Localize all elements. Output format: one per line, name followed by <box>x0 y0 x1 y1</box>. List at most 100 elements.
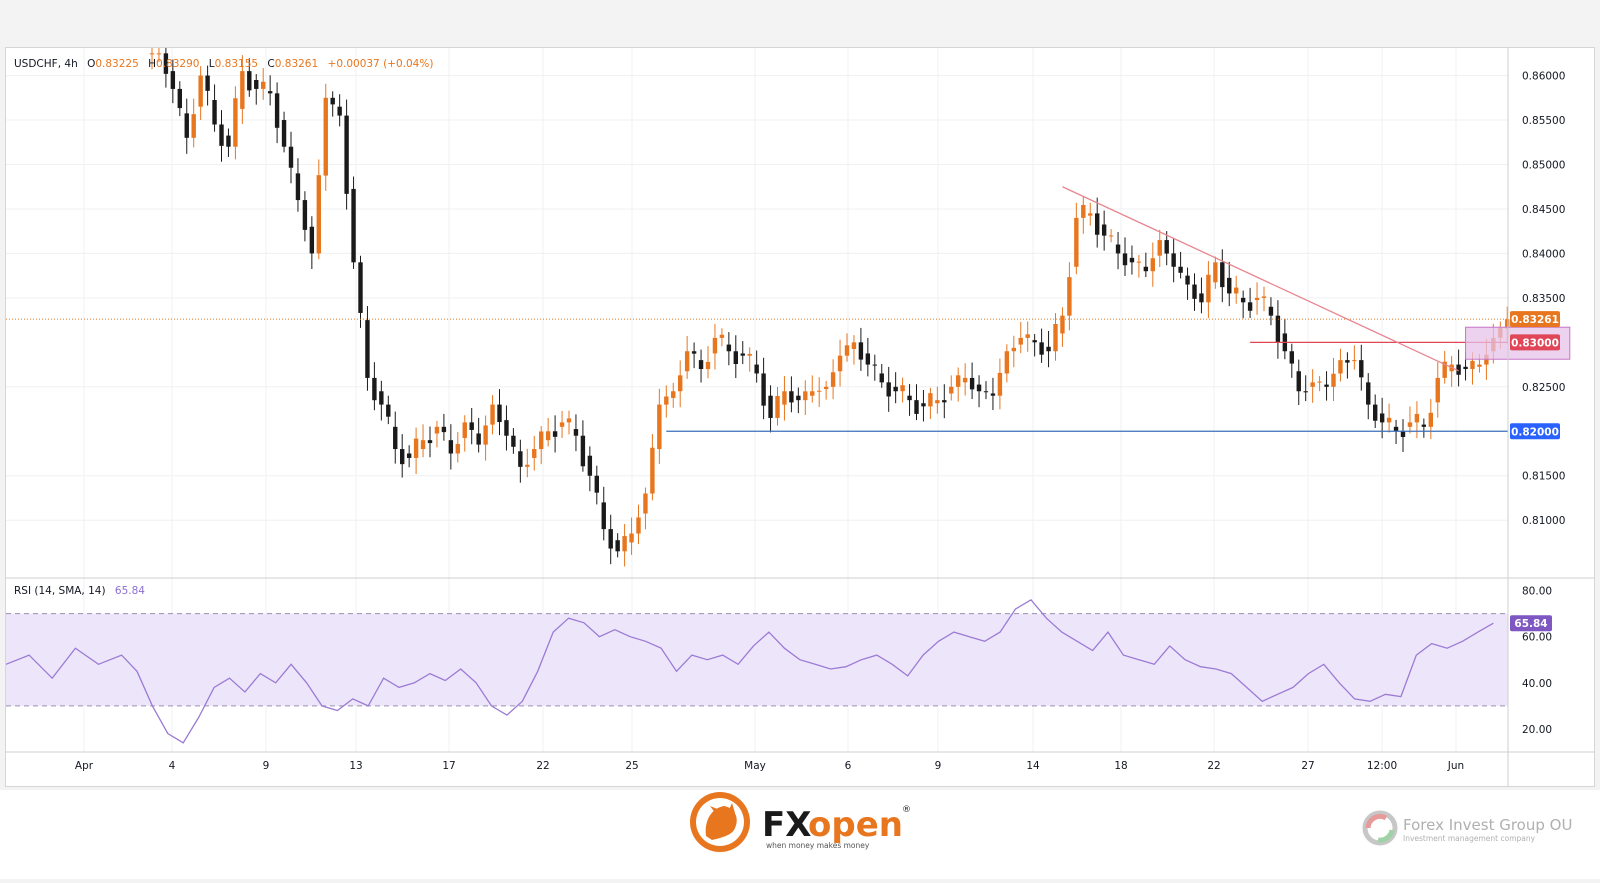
candle-body <box>1379 413 1385 423</box>
brand-tagline: when money makes money <box>766 841 870 850</box>
time-axis[interactable]: Apr 4 9 13 17 22 25 May 6 9 14 18 22 27 12:00 Jun <box>75 760 1464 772</box>
candle-body <box>163 53 169 74</box>
candle-body <box>698 360 704 370</box>
candle-body <box>226 135 231 147</box>
price-tick-label: 0.85000 <box>1522 159 1565 171</box>
candle-body <box>539 431 544 450</box>
candle-body <box>198 75 203 107</box>
price-marker-label: 0.83261 <box>1511 314 1559 326</box>
rsi-tick-label: 80.00 <box>1522 586 1552 598</box>
candle-body <box>879 373 884 383</box>
candle-body <box>406 453 412 458</box>
candle-body <box>1456 364 1461 375</box>
candle-body <box>775 395 780 418</box>
candle-body <box>1303 391 1308 393</box>
candle-body <box>921 403 926 407</box>
candle-body <box>615 540 620 552</box>
chart-canvas[interactable]: 0.86000 0.85500 0.85000 0.84500 0.84000 0.835… <box>5 37 1594 786</box>
candle-body <box>441 426 447 433</box>
price-tick-label: 0.85500 <box>1522 115 1565 127</box>
candle-body <box>274 93 280 128</box>
candle-body <box>1171 253 1176 267</box>
price-axis[interactable]: 0.86000 0.85500 0.85000 0.84500 0.84000 0.835… <box>1522 71 1565 528</box>
candle-body <box>976 384 982 392</box>
footer-graphics: FX open ® when money makes money Forex I… <box>690 792 1572 852</box>
price-tick-label: 0.82500 <box>1522 382 1565 394</box>
low-value: 0.83155 <box>215 58 258 70</box>
symbol-label: USDCHF <box>14 58 58 70</box>
candle-body <box>1331 373 1336 387</box>
candle-body <box>1317 381 1322 383</box>
candle-body <box>552 431 558 437</box>
candle-body <box>1227 277 1232 294</box>
candle-body <box>782 391 787 405</box>
candle-body <box>469 422 474 430</box>
candle-body <box>865 353 871 365</box>
rsi-legend[interactable]: RSI (14, SMA, 14) 65.84 <box>14 585 145 597</box>
time-tick-label: Jun <box>1447 760 1464 772</box>
candle-body <box>344 115 349 194</box>
high-value: 0.83290 <box>156 58 199 70</box>
candle-body <box>372 377 377 401</box>
time-tick-label: 4 <box>169 760 176 772</box>
candle-body <box>1136 261 1142 263</box>
candle-body <box>1289 351 1294 364</box>
close-value: 0.83261 <box>275 58 318 70</box>
rsi-tick-label: 20.00 <box>1522 724 1552 736</box>
candle-body <box>1199 293 1204 303</box>
candle-body <box>1505 319 1510 329</box>
trendline <box>1062 186 1459 372</box>
candle-body <box>1275 315 1281 343</box>
candle-body <box>184 113 189 138</box>
candle-body <box>212 100 217 125</box>
ohlc-legend[interactable]: USDCHF, 4h O0.83225 H0.83290 L0.83155 C0… <box>14 58 433 70</box>
candle-body <box>358 262 363 313</box>
candle-body <box>295 173 301 201</box>
time-tick-label: 27 <box>1301 760 1314 772</box>
rsi-band <box>6 613 1508 707</box>
candle-body <box>733 351 738 365</box>
time-tick-label: 17 <box>442 760 455 772</box>
candle-body <box>962 377 968 383</box>
candle-body <box>281 120 287 147</box>
candle-body <box>1261 296 1267 298</box>
low-label: L <box>209 58 215 70</box>
candle-body <box>956 375 961 387</box>
candle-body <box>400 449 405 465</box>
candle-body <box>719 334 725 338</box>
rsi-value-badge <box>1510 615 1552 632</box>
forex-invest-group-logo-icon <box>1362 810 1398 846</box>
candle-body <box>379 391 384 405</box>
candle-body <box>893 386 898 392</box>
time-tick-label: 18 <box>1114 760 1127 772</box>
candle-body <box>1247 302 1253 311</box>
candle-body <box>914 400 919 414</box>
chart-frame: 0.86000 0.85500 0.85000 0.84500 0.84000 0.835… <box>5 37 1595 787</box>
candle-body <box>1442 361 1447 378</box>
rsi-band-fill <box>6 613 1508 706</box>
candlestick-series <box>149 37 1510 567</box>
candle-body <box>518 451 523 467</box>
time-tick-label: 6 <box>845 760 852 772</box>
candle-body <box>1435 377 1440 403</box>
close-label: C <box>267 58 274 70</box>
levels <box>6 186 1571 432</box>
candle-body <box>233 98 238 147</box>
price-tick-label: 0.84000 <box>1522 248 1565 260</box>
candle-body <box>1178 266 1183 273</box>
open-value: 0.83225 <box>95 58 138 70</box>
candle-body <box>337 106 342 116</box>
candle-body <box>1150 258 1155 272</box>
candle-body <box>288 146 294 168</box>
change-value: +0.00037 (+0.04%) <box>328 58 434 70</box>
candle-body <box>900 385 905 392</box>
price-tick-label: 0.81500 <box>1522 471 1565 483</box>
candle-body <box>448 440 454 454</box>
candle-body <box>1359 360 1364 378</box>
candle-body <box>1046 346 1051 352</box>
candle-body <box>1039 342 1044 355</box>
candle-body <box>1393 426 1399 432</box>
candle-body <box>1421 424 1427 427</box>
rsi-axis[interactable]: 80.00 60.00 40.00 20.00 <box>1522 586 1552 736</box>
candle-body <box>969 377 975 390</box>
